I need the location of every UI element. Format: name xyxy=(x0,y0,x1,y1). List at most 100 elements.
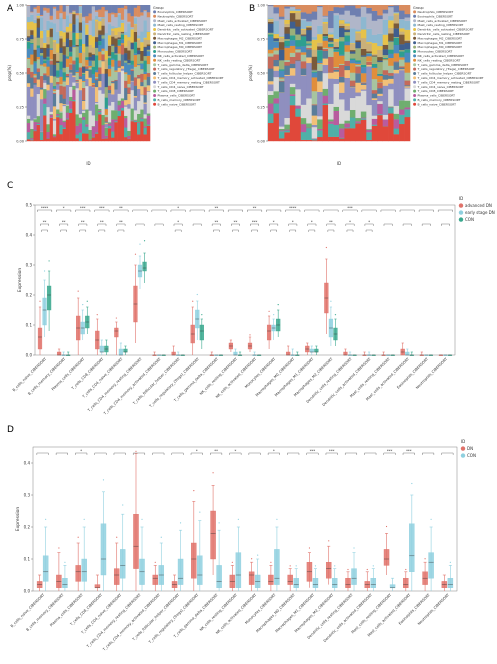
stack-segment xyxy=(59,84,63,86)
stack-segment xyxy=(143,126,148,128)
box xyxy=(216,565,222,589)
stack-segment xyxy=(295,5,302,10)
stack-segment xyxy=(328,10,334,29)
stack-segment xyxy=(30,30,34,35)
stack-segment xyxy=(114,27,118,35)
stack-segment xyxy=(56,18,60,33)
stack-segment xyxy=(404,107,411,110)
stack-segment xyxy=(120,110,125,142)
stack-segment xyxy=(388,53,394,59)
stack-segment xyxy=(127,138,131,140)
stack-segment xyxy=(322,88,329,96)
stack-segment xyxy=(311,140,318,142)
panel-label-d: D xyxy=(7,425,14,435)
stack-segment xyxy=(101,5,105,7)
stack-segment xyxy=(30,43,34,55)
stack-segment xyxy=(98,29,102,31)
stack-segment xyxy=(377,95,383,102)
stack-segment xyxy=(382,79,389,86)
stack-segment xyxy=(339,99,345,124)
stack-segment xyxy=(273,103,280,114)
stack-segment xyxy=(328,36,334,38)
stack-segment xyxy=(140,95,144,110)
significance-bracket xyxy=(40,223,49,226)
stack-segment xyxy=(49,37,54,49)
stack-segment xyxy=(72,47,76,61)
significance-bracket xyxy=(248,452,261,455)
stack-segment xyxy=(91,115,96,127)
stack-segment xyxy=(268,113,274,124)
box xyxy=(447,578,454,589)
stack-segment xyxy=(137,47,141,51)
stack-segment xyxy=(82,112,86,118)
stack-segment xyxy=(56,43,60,53)
stack-segment xyxy=(27,29,31,37)
stack-segment xyxy=(94,55,99,70)
stack-segment xyxy=(33,119,38,123)
stack-segment xyxy=(69,73,73,87)
significance-bracket xyxy=(269,223,279,226)
stack-segment xyxy=(107,23,112,36)
box xyxy=(118,348,124,356)
stack-segment xyxy=(273,98,280,104)
stack-segment xyxy=(114,60,118,71)
stack-segment xyxy=(360,81,367,83)
legend-marker xyxy=(153,28,157,31)
stack-segment xyxy=(111,66,115,81)
stack-segment xyxy=(146,124,151,126)
stack-segment xyxy=(322,23,329,34)
stack-segment xyxy=(49,117,54,118)
stack-segment xyxy=(120,22,125,32)
stack-segment xyxy=(143,118,148,127)
stack-segment xyxy=(284,23,291,28)
stack-segment xyxy=(404,39,411,42)
stack-segment xyxy=(94,76,99,79)
stack-segment xyxy=(98,108,102,111)
outlier-point xyxy=(353,547,355,549)
stack-segment xyxy=(52,118,57,121)
stack-segment xyxy=(78,5,83,7)
stack-segment xyxy=(146,49,151,52)
stack-segment xyxy=(355,73,362,83)
stack-segment xyxy=(322,103,329,106)
stack-segment xyxy=(404,20,411,30)
stack-segment xyxy=(399,66,405,68)
stack-segment xyxy=(306,123,312,128)
stack-segment xyxy=(344,21,351,24)
stack-segment xyxy=(107,93,112,106)
stack-segment xyxy=(56,52,60,61)
legend-entry: Monocytes_CIBERSORT xyxy=(418,50,453,54)
stack-segment xyxy=(59,30,63,36)
stack-segment xyxy=(355,123,362,142)
stack-segment xyxy=(46,60,50,67)
stack-segment xyxy=(52,8,57,24)
stack-segment xyxy=(130,64,135,69)
stack-segment xyxy=(33,62,38,74)
stack-segment xyxy=(339,27,345,38)
stack-segment xyxy=(130,81,135,91)
stack-segment xyxy=(399,44,405,51)
stack-segment xyxy=(62,54,67,68)
stack-segment xyxy=(377,114,383,116)
stack-segment xyxy=(339,76,345,83)
stack-segment xyxy=(284,61,291,66)
y-tick-label: 0.3 xyxy=(26,263,33,268)
stack-segment xyxy=(146,31,151,41)
stack-segment xyxy=(104,107,109,110)
stack-segment xyxy=(146,85,151,92)
stack-segment xyxy=(289,12,296,22)
stack-segment xyxy=(69,86,73,97)
stack-segment xyxy=(360,56,367,65)
stack-segment xyxy=(52,53,57,65)
stack-segment xyxy=(46,57,50,61)
stack-segment xyxy=(69,39,73,47)
significance-bracket xyxy=(190,452,203,455)
stack-segment xyxy=(137,63,141,65)
stack-segment xyxy=(43,74,47,81)
stack-segment xyxy=(107,55,112,56)
stack-segment xyxy=(322,16,329,19)
box xyxy=(287,574,293,585)
stack-segment xyxy=(146,12,151,18)
stack-segment xyxy=(289,52,296,57)
stack-segment xyxy=(30,137,34,140)
